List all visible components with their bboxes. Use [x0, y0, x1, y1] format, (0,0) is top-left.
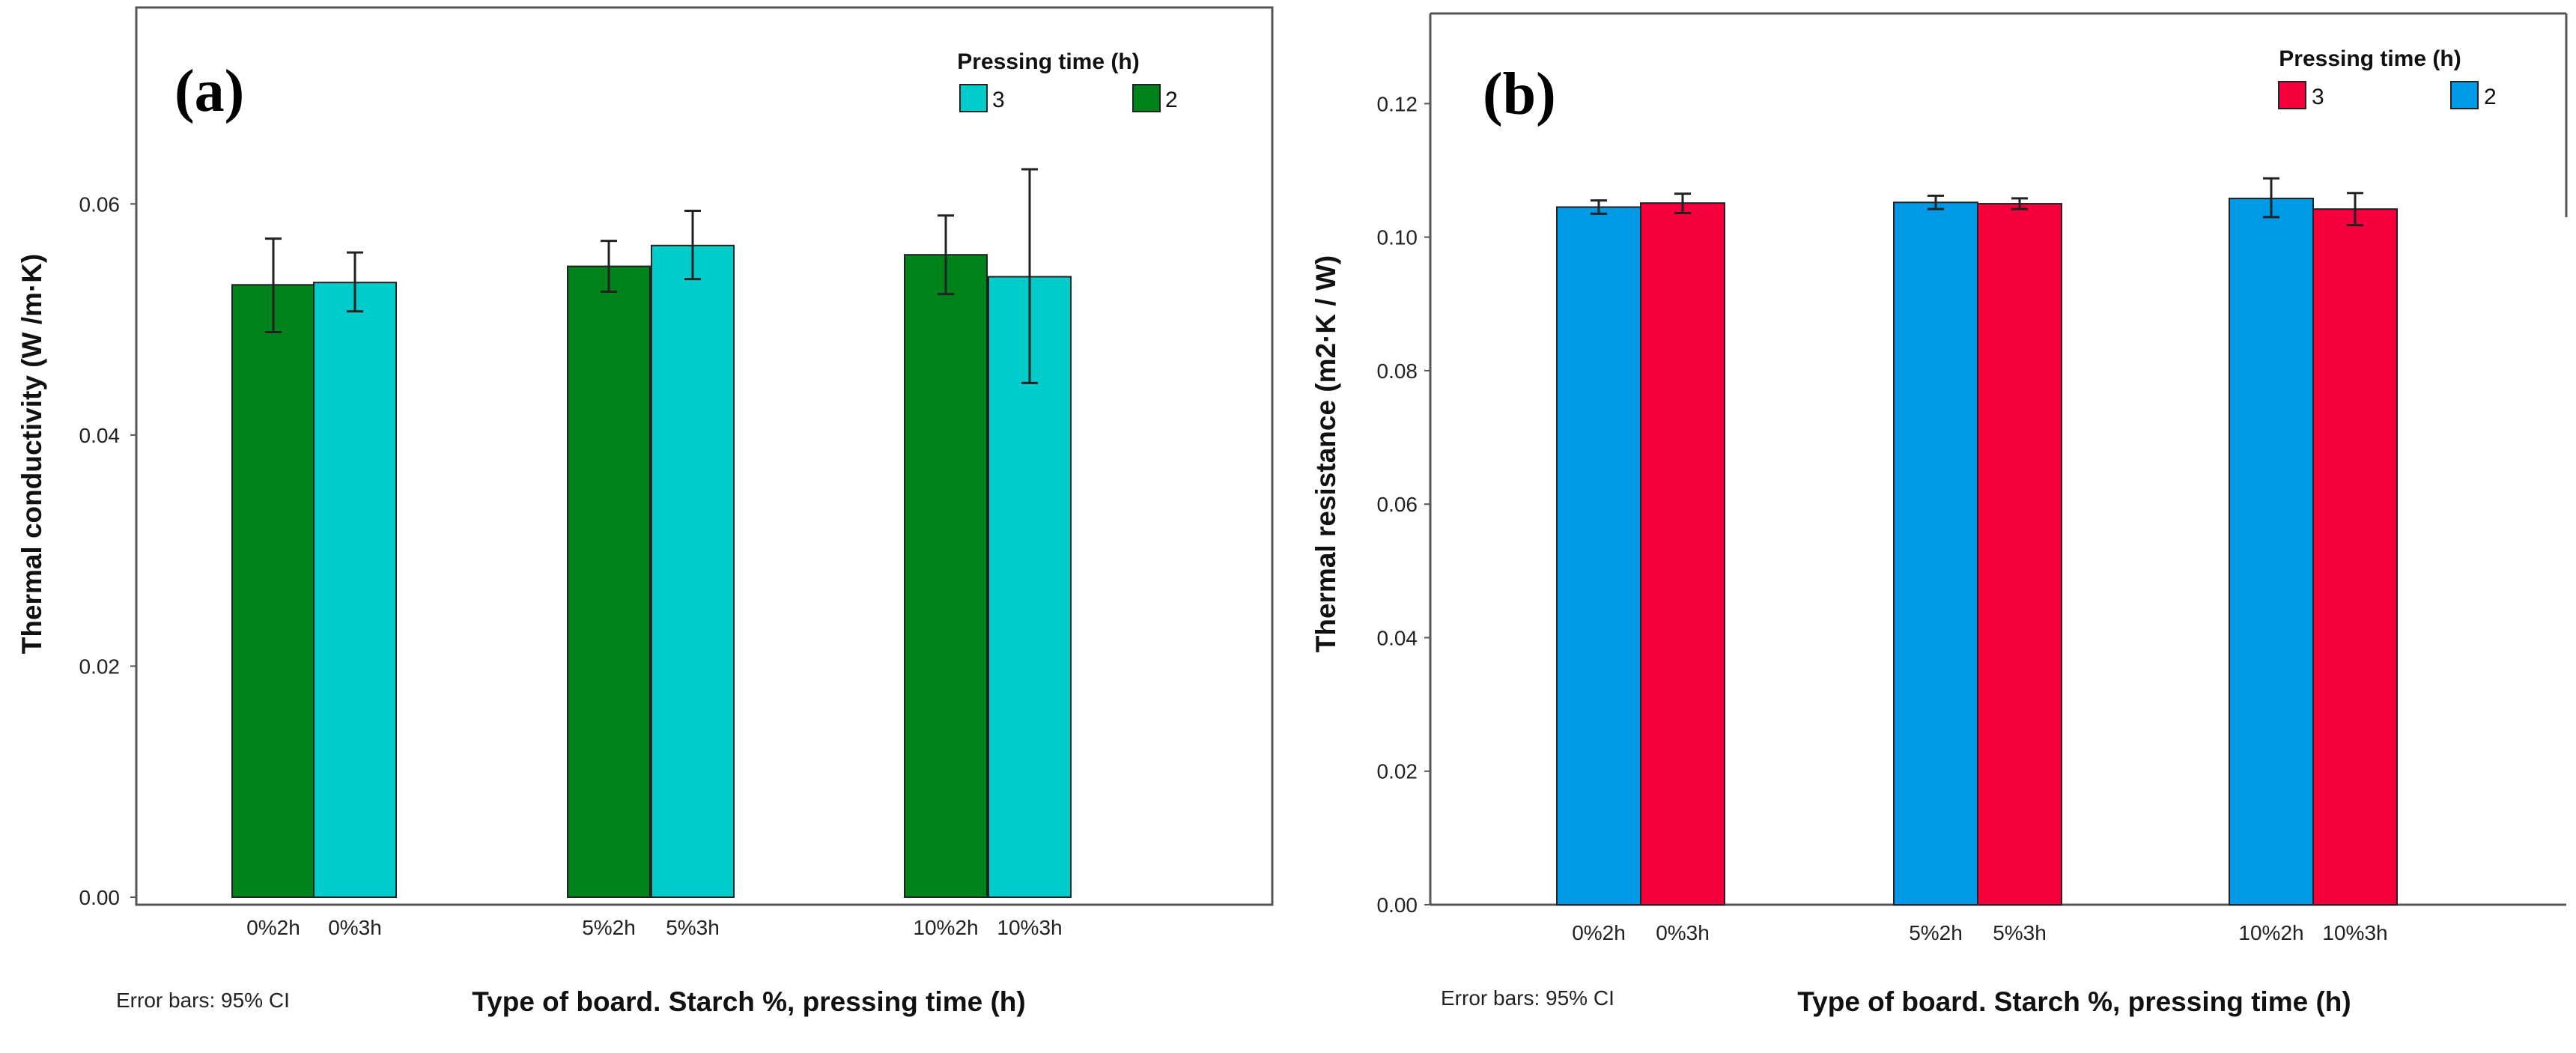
a-x-tick-label: 0%3h	[328, 916, 382, 939]
a-bar-5%2h	[567, 265, 651, 899]
b-x-tick-label: 10%3h	[2322, 921, 2387, 944]
a-bar-10%2h	[904, 254, 988, 898]
b-y-tick-label: 0.00	[1377, 893, 1418, 917]
a-x-axis-label: Type of board. Starch %, pressing time (…	[472, 986, 1025, 1017]
b-y-tick-label: 0.12	[1377, 92, 1418, 115]
b-y-tick-label: 0.08	[1377, 359, 1418, 383]
a-footnote: Error bars: 95% CI	[116, 989, 290, 1012]
a-x-tick-label: 5%2h	[582, 916, 636, 939]
a-x-tick-label: 5%3h	[666, 916, 720, 939]
a-y-tick-label: 0.06	[79, 192, 121, 216]
a-legend-title: Pressing time (h)	[957, 49, 1139, 74]
b-bar-5%2h	[1893, 201, 1978, 906]
b-legend-label-3: 3	[2312, 85, 2324, 109]
b-x-axis-label: Type of board. Starch %, pressing time (…	[1797, 986, 2351, 1017]
chart-b-resistance: 0.00 0.02 0.04 0.06 0.08 0.10 0.12 0%2h 0%3h 5%2h…	[1310, 12, 2568, 1017]
b-y-tick-label: 0.04	[1377, 626, 1418, 649]
b-x-tick-label: 0%3h	[1656, 921, 1710, 944]
a-legend-swatch-3	[959, 84, 988, 112]
b-bar-5%3h	[1977, 203, 2062, 906]
a-x-tick-label: 10%3h	[997, 916, 1062, 939]
b-x-tick-label: 10%2h	[2238, 921, 2303, 944]
b-footnote: Error bars: 95% CI	[1441, 986, 1614, 1010]
a-panel-label: (a)	[174, 58, 244, 124]
b-y-axis-label: Thermal resistance (m2·K / W)	[1310, 255, 1341, 652]
a-legend-label-2: 2	[1165, 88, 1178, 112]
b-legend-swatch-2	[2450, 81, 2479, 109]
b-x-tick-label: 0%2h	[1572, 921, 1626, 944]
a-legend-label-3: 3	[992, 88, 1005, 112]
a-y-axis-label: Thermal conductivity (W /m·K)	[16, 254, 47, 654]
b-bar-10%3h	[2312, 208, 2398, 905]
a-x-tick-label: 10%2h	[913, 916, 978, 939]
b-panel-label: (b)	[1483, 61, 1556, 127]
a-bar-0%3h	[313, 282, 397, 898]
a-plot-frame	[135, 6, 1274, 906]
b-legend-title: Pressing time (h)	[2279, 46, 2461, 71]
b-legend-label-2: 2	[2484, 85, 2497, 109]
b-y-tick-label: 0.10	[1377, 226, 1418, 249]
b-y-tick-label: 0.06	[1377, 493, 1418, 516]
b-x-tick-label: 5%2h	[1909, 921, 1963, 944]
b-bar-0%3h	[1640, 202, 1725, 905]
a-bar-5%3h	[651, 244, 735, 899]
chart-a-conductivity: 0.00 0.02 0.04 0.06 0%2h 0%3h 5%2h 5%3h 10%2h 10%…	[16, 6, 1274, 1017]
a-bar-0%2h	[231, 284, 315, 898]
b-bar-10%2h	[2229, 197, 2314, 905]
a-legend-swatch-2	[1132, 84, 1161, 112]
b-y-tick-label: 0.02	[1377, 760, 1418, 783]
a-x-tick-label: 0%2h	[246, 916, 300, 939]
a-y-tick-label: 0.00	[79, 886, 121, 909]
a-y-tick-label: 0.04	[79, 424, 121, 447]
a-y-tick-label: 0.02	[79, 655, 121, 678]
b-legend-swatch-3	[2278, 81, 2306, 109]
b-x-tick-label: 5%3h	[1993, 921, 2047, 944]
b-bar-0%2h	[1556, 206, 1641, 905]
